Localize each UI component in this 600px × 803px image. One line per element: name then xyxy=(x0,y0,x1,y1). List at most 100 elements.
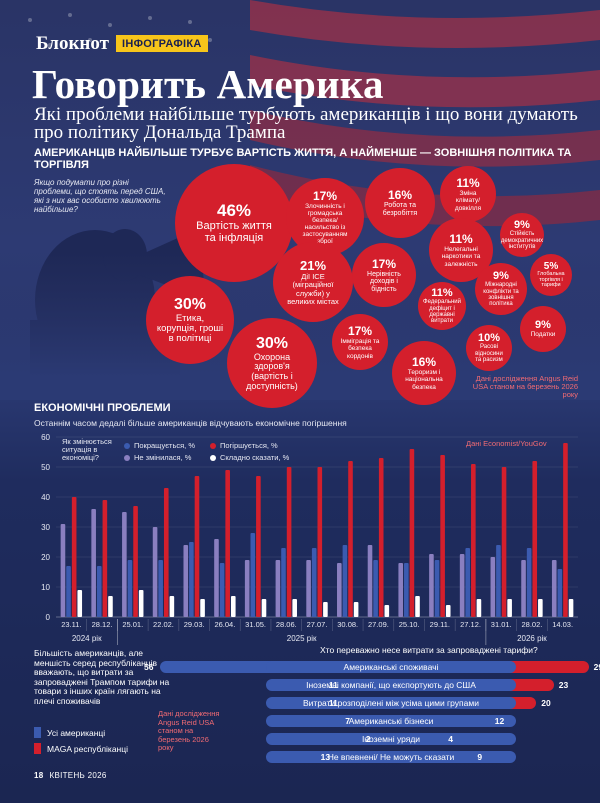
x-tick-label: 29.11. xyxy=(430,620,450,629)
concern-percent: 46% xyxy=(216,201,252,221)
bar xyxy=(568,599,574,617)
legend-item-hard-to-say: Складно сказати, % xyxy=(210,453,289,462)
concern-bubble: 16% Робота та безробіття xyxy=(365,168,435,238)
bar xyxy=(71,497,77,617)
bar xyxy=(459,554,465,617)
concern-label: Імміграція та безпека кордонів xyxy=(340,338,380,360)
tariff-row-label: Американські бізнеси xyxy=(348,716,434,726)
concern-bubble: 46% Вартість життя та інфляція xyxy=(175,164,293,282)
bar xyxy=(169,596,175,617)
bar xyxy=(152,527,158,617)
bar xyxy=(337,563,342,617)
tariff-source: Дані дослідження Angus Reid USA станом н… xyxy=(158,709,220,752)
concern-percent: 30% xyxy=(173,295,207,313)
legend-all-americans: Усі американці xyxy=(34,727,105,738)
bar xyxy=(230,596,236,617)
concern-bubble: 30% Етика, корупція, гроші в політиці xyxy=(146,276,234,364)
concern-percent: 11% xyxy=(431,287,453,300)
concern-label: Вартість життя та інфляція xyxy=(196,220,272,244)
bar xyxy=(219,563,225,617)
tariff-row: Американські споживачі 56 29 xyxy=(0,661,600,673)
bar xyxy=(415,596,420,617)
bar xyxy=(476,599,482,617)
bar xyxy=(127,560,133,617)
tariff-label-pill xyxy=(266,751,516,763)
concern-percent: 17% xyxy=(371,256,397,271)
legend-swatch xyxy=(34,727,41,738)
legend-label: MAGA республіканці xyxy=(47,743,128,754)
bar xyxy=(163,488,169,617)
bar xyxy=(189,542,194,617)
tariff-label-pill xyxy=(266,661,516,673)
concern-label: Податки xyxy=(530,331,556,339)
tariff-row-label: Витрати розподілені між усіма цими група… xyxy=(303,698,479,708)
concern-label: Охорона здоров'я (вартість і доступність… xyxy=(246,351,298,391)
bar xyxy=(367,545,373,617)
source-note: Дані дослідження Angus Reid USA станом н… xyxy=(472,374,578,399)
bar xyxy=(353,602,359,617)
concern-bubble: 17% Імміграція та безпека кордонів xyxy=(332,314,388,370)
concern-bubble: 11% Нелегальні наркотики та залежність xyxy=(429,218,493,282)
legend-label: Погіршується, % xyxy=(220,441,278,450)
concern-label: Стійкість демократичних інститутів xyxy=(500,231,544,251)
bar xyxy=(373,560,378,617)
bar xyxy=(521,560,526,617)
bar xyxy=(256,476,261,617)
bar xyxy=(286,467,292,617)
bar xyxy=(563,443,568,617)
bar xyxy=(526,548,532,617)
tariff-label-pill xyxy=(266,715,516,727)
tariff-row: Не впевнені/ Не можуть сказати 13 9 xyxy=(0,751,600,763)
bar xyxy=(214,539,219,617)
bar xyxy=(200,599,205,617)
bar xyxy=(507,599,512,617)
bar xyxy=(194,476,200,617)
bar xyxy=(66,566,71,617)
bar xyxy=(557,569,563,617)
tariff-value-all: 13 xyxy=(320,752,331,762)
concern-bubble: 5% Глобальна торгівля і тарифи xyxy=(530,254,572,296)
x-tick-label: 23.11. xyxy=(61,620,81,629)
legend-label: Покращується, % xyxy=(134,441,196,450)
page-footer: 18 КВІТЕНЬ 2026 xyxy=(34,771,107,780)
bar xyxy=(261,599,267,617)
y-tick-label: 20 xyxy=(41,553,50,562)
concern-percent: 30% xyxy=(255,334,289,352)
tariff-value-maga: 9 xyxy=(477,752,483,762)
x-tick-label: 28.02. xyxy=(522,620,543,629)
concern-percent: 5% xyxy=(543,260,559,272)
bar xyxy=(538,599,543,617)
bar xyxy=(158,560,163,617)
tariff-row: Витрати розподілені між усіма цими група… xyxy=(0,697,600,709)
bar xyxy=(250,533,256,617)
survey-question: Якщо подумати про різні проблеми, що сто… xyxy=(34,178,166,214)
legend-item-unchanged: Не змінилася, % xyxy=(124,453,191,462)
concern-percent: 17% xyxy=(347,324,373,339)
bar xyxy=(311,548,317,617)
concern-bubble: 17% Злочинність і громадська безпека/ нас… xyxy=(286,178,364,256)
x-tick-label: 30.08. xyxy=(337,620,358,629)
bar xyxy=(275,560,281,617)
issue-label: КВІТЕНЬ 2026 xyxy=(49,771,107,780)
x-tick-label: 31.05. xyxy=(245,620,266,629)
concern-bubble: 17% Нерівність доходів і бідність xyxy=(352,243,416,307)
x-tick-label: 28.06. xyxy=(276,620,297,629)
concern-label: Міжнародні конфлікти та зовнішня політик… xyxy=(483,282,519,308)
chart-question: Як змінюється ситуація в економіці? xyxy=(62,437,112,462)
concern-percent: 16% xyxy=(411,355,437,370)
bar xyxy=(398,563,404,617)
concern-label: Федеральний дефіцит і державні витрати xyxy=(423,299,461,325)
bar xyxy=(183,545,189,617)
economy-section-subtitle: Останнім часом дедалі більше американців… xyxy=(34,418,347,428)
x-tick-label: 29.03. xyxy=(184,620,205,629)
concern-bubble: 11% Зміна клімату/ довкілля xyxy=(440,166,496,222)
concern-label: Зміна клімату/ довкілля xyxy=(454,190,482,212)
concern-label: Тероризм і національна безпека xyxy=(405,369,443,391)
bar xyxy=(378,458,384,617)
bar xyxy=(445,605,451,617)
concern-label: Нелегальні наркотики та залежність xyxy=(441,246,481,268)
x-tick-label: 31.01. xyxy=(491,620,512,629)
bar xyxy=(91,509,96,617)
concern-bubble: 9% Податки xyxy=(520,306,566,352)
legend-label: Складно сказати, % xyxy=(220,453,290,462)
